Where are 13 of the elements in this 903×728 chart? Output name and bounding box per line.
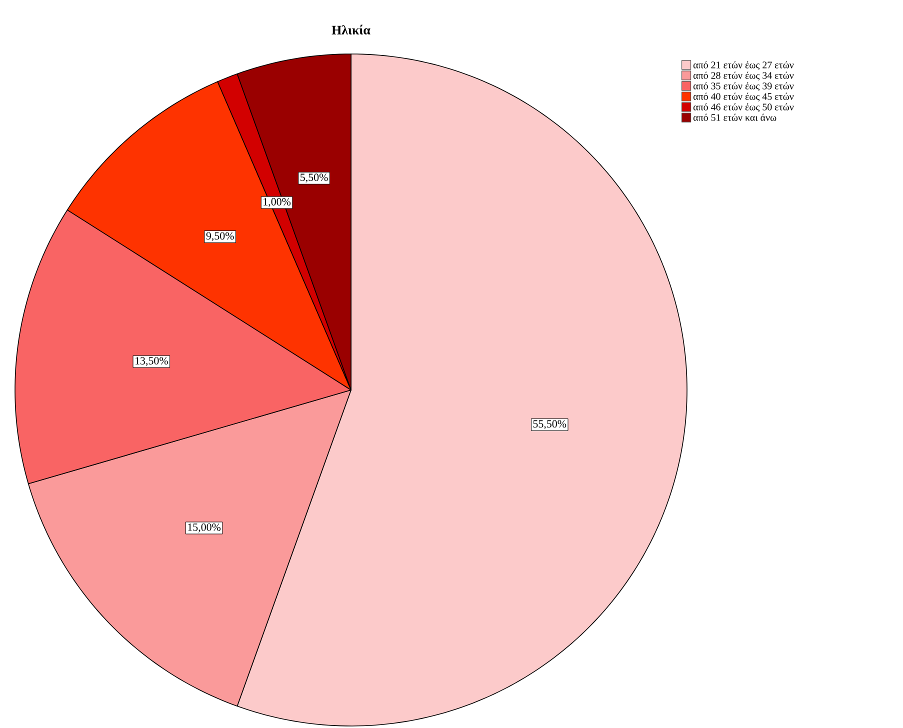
data-label: 15,00% [188,524,221,532]
legend-label: από 40 ετών έως 45 ετών [693,92,794,102]
data-label: 9,50% [206,232,234,242]
legend-label: από 51 ετών και άνω [693,114,776,121]
chart-title: Ηλικία [332,24,370,34]
data-label: 13,50% [135,357,168,366]
legend-label: από 28 ετών έως 34 ετών [693,72,794,81]
legend-label: από 35 ετών έως 39 ετών [693,82,794,92]
legend-label: από 46 ετών έως 50 ετών [693,103,794,112]
legend-label: από 21 ετών έως 27 ετών [693,61,794,70]
data-label: 55,50% [533,420,566,430]
data-label: 5,50% [300,174,328,183]
data-label: 1,00% [264,198,291,208]
